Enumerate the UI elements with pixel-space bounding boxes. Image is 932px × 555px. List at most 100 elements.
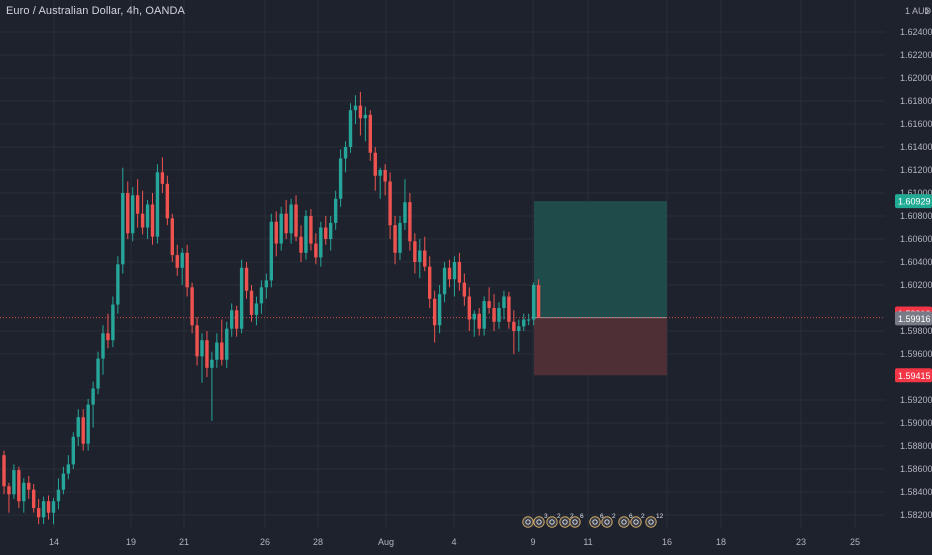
candle-up[interactable] [180,248,184,285]
candle-down[interactable] [368,110,372,161]
candle-up[interactable] [239,259,244,334]
candle-up[interactable] [363,106,368,142]
candle-down[interactable] [175,244,179,276]
candle-down[interactable] [309,209,313,251]
candle-down[interactable] [428,256,432,308]
candle-down[interactable] [383,164,387,196]
candle-down[interactable] [314,233,318,265]
price-axis[interactable]: 1 AUD 1.62400 1.62200 1.62000 1.61800 1.61600… [885,0,932,550]
candle-down[interactable] [220,319,224,366]
candle-down[interactable] [408,193,412,251]
candle-up[interactable] [61,466,66,495]
candle-up[interactable] [527,313,531,326]
candle-down[interactable] [249,285,254,322]
economic-event-marker[interactable]: 2 [546,513,561,528]
economic-event-marker[interactable] [522,516,534,528]
candle-up[interactable] [304,210,308,260]
economic-event-marker[interactable]: 2 [559,513,574,528]
candle-down[interactable] [432,290,437,343]
candle-down[interactable] [170,213,174,262]
candle-down[interactable] [185,244,189,297]
candle-up[interactable] [76,409,80,446]
candle-up[interactable] [225,321,229,368]
candle-down[interactable] [507,291,511,329]
candle-down[interactable] [324,216,328,245]
candle-down[interactable] [150,193,155,245]
candle-down[interactable] [36,498,41,525]
candle-down[interactable] [106,313,110,349]
candle-up[interactable] [71,432,75,469]
candle-up[interactable] [348,103,353,153]
candle-up[interactable] [12,464,16,499]
candle-down[interactable] [447,259,452,288]
candle-down[interactable] [27,475,31,499]
candle-down[interactable] [160,157,165,193]
candle-up[interactable] [116,256,120,314]
candle-down[interactable] [294,195,298,242]
candle-up[interactable] [502,290,506,320]
candle-up[interactable] [215,333,219,368]
candle-up[interactable] [121,167,125,274]
candle-down[interactable] [234,305,239,337]
candle-up[interactable] [230,303,234,337]
candle-down[interactable] [299,225,303,262]
candle-down[interactable] [135,179,140,228]
candle-up[interactable] [200,333,204,383]
economic-event-marker[interactable]: 6 [589,513,604,528]
candle-up[interactable] [452,256,457,297]
candle-down[interactable] [32,483,36,513]
candle-up[interactable] [131,187,135,242]
candle-up[interactable] [418,239,422,279]
candle-down[interactable] [536,279,541,318]
candle-down[interactable] [165,175,170,226]
candle-up[interactable] [522,313,526,331]
candle-down[interactable] [423,236,427,272]
candle-down[interactable] [487,287,491,314]
candle-down[interactable] [467,287,471,331]
candle-down[interactable] [457,252,462,291]
profit-target-zone[interactable] [534,201,667,318]
candle-up[interactable] [398,216,402,260]
candle-down[interactable] [512,310,516,354]
candle-down[interactable] [388,172,392,239]
candle-up[interactable] [22,478,26,513]
candle-up[interactable] [264,273,269,299]
candle-up[interactable] [343,141,348,173]
candle-up[interactable] [91,381,95,428]
candle-up[interactable] [269,213,273,288]
candle-down[interactable] [358,91,363,136]
economic-event-marker[interactable]: 2 [601,513,616,528]
candle-up[interactable] [111,296,115,348]
economic-event-marker[interactable]: 3 [533,513,548,528]
candle-down[interactable] [477,308,481,336]
candle-down[interactable] [126,181,130,240]
candle-down[interactable] [413,233,417,274]
candle-down[interactable] [284,199,288,239]
candle-up[interactable] [289,198,293,244]
candle-up[interactable] [259,280,264,314]
currency-dropdown[interactable] [925,7,930,15]
candle-up[interactable] [497,302,501,329]
candle-up[interactable] [378,167,382,199]
candle-up[interactable] [319,221,323,267]
candle-up[interactable] [254,296,259,326]
stop-loss-zone[interactable] [534,317,667,376]
candle-up[interactable] [338,149,343,207]
candle-up[interactable] [56,478,61,510]
candle-up[interactable] [86,398,90,451]
candle-down[interactable] [7,482,11,513]
candle-up[interactable] [51,497,56,525]
event-markers[interactable]: 3 2 2 6 6 2 6 2 12 [522,513,664,528]
economic-event-marker[interactable]: 12 [645,513,664,528]
candle-up[interactable] [66,455,71,480]
candle-up[interactable] [210,351,214,421]
candle-up[interactable] [437,285,442,334]
time-axis[interactable]: 14 19 21 26 28 Aug 4 9 11 16 18 23 25 [0,530,885,550]
candle-up[interactable] [472,310,476,337]
economic-event-marker[interactable]: 2 [630,513,645,528]
candle-up[interactable] [333,190,338,230]
candle-up[interactable] [531,282,536,326]
candle-up[interactable] [403,179,407,230]
candle-down[interactable] [81,409,85,451]
